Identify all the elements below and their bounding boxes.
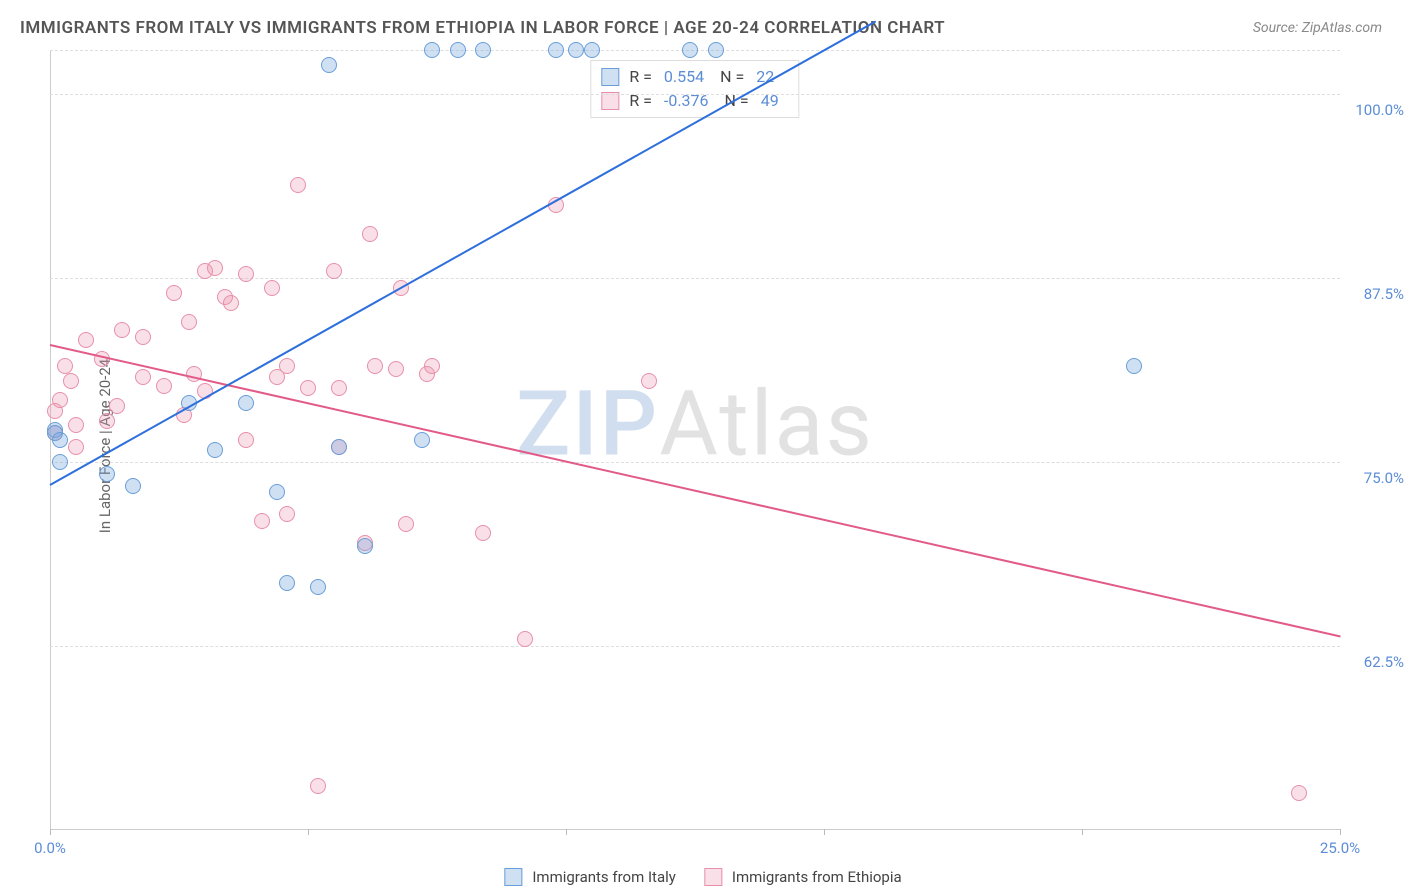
scatter-dot-a: [548, 42, 564, 58]
scatter-dot-b: [135, 329, 151, 345]
scatter-dot-b: [398, 516, 414, 532]
scatter-dot-b: [68, 417, 84, 433]
scatter-dot-b: [238, 266, 254, 282]
legend-row-series-b: R = -0.376 N = 49: [601, 89, 788, 113]
scatter-dot-a: [52, 432, 68, 448]
scatter-dot-a: [708, 42, 724, 58]
scatter-dot-b: [99, 413, 115, 429]
scatter-dot-b: [52, 392, 68, 408]
chart-title: IMMIGRANTS FROM ITALY VS IMMIGRANTS FROM…: [20, 18, 945, 38]
scatter-dot-b: [109, 398, 125, 414]
scatter-dot-b: [517, 631, 533, 647]
x-tick-label: 0.0%: [34, 839, 66, 857]
legend-n-value-b: 49: [761, 89, 779, 113]
scatter-dot-a: [568, 42, 584, 58]
scatter-dot-b: [475, 525, 491, 541]
scatter-dot-b: [264, 280, 280, 296]
scatter-dot-a: [321, 57, 337, 73]
watermark-atlas: Atlas: [659, 371, 874, 476]
y-tick-label: 75.0%: [1344, 469, 1404, 487]
x-tick-label: 25.0%: [1320, 839, 1360, 857]
x-tick: [50, 829, 51, 835]
scatter-dot-a: [450, 42, 466, 58]
legend-r-value-a: 0.554: [664, 65, 704, 89]
legend-swatch-b-bottom: [704, 868, 722, 886]
scatter-dot-b: [166, 285, 182, 301]
scatter-dot-b: [279, 506, 295, 522]
source-label: Source: ZipAtlas.com: [1253, 20, 1382, 36]
scatter-dot-b: [331, 380, 347, 396]
legend-r-value-b: -0.376: [664, 89, 709, 113]
scatter-dot-b: [78, 332, 94, 348]
trend-line-b: [50, 344, 1340, 637]
legend-item-a: Immigrants from Italy: [504, 868, 676, 886]
trend-line-a: [50, 21, 877, 486]
scatter-dot-a: [279, 575, 295, 591]
scatter-dot-b: [326, 263, 342, 279]
legend-label-b: Immigrants from Ethiopia: [732, 868, 902, 886]
legend-correlation: R = 0.554 N = 22 R = -0.376 N = 49: [590, 60, 799, 118]
gridline-h: [50, 462, 1340, 463]
scatter-dot-b: [300, 380, 316, 396]
scatter-dot-a: [414, 432, 430, 448]
scatter-dot-b: [135, 369, 151, 385]
scatter-dot-b: [68, 439, 84, 455]
plot-area: ZIPAtlas R = 0.554 N = 22 R = -0.376 N =…: [50, 50, 1340, 830]
scatter-dot-a: [52, 454, 68, 470]
scatter-dot-b: [388, 361, 404, 377]
scatter-dot-b: [310, 778, 326, 794]
scatter-dot-b: [207, 260, 223, 276]
x-tick: [824, 829, 825, 835]
gridline-h: [50, 646, 1340, 647]
scatter-dot-b: [238, 432, 254, 448]
scatter-dot-a: [125, 478, 141, 494]
legend-item-b: Immigrants from Ethiopia: [704, 868, 902, 886]
x-tick: [308, 829, 309, 835]
scatter-dot-b: [362, 226, 378, 242]
scatter-dot-b: [63, 373, 79, 389]
watermark-zip: ZIP: [516, 371, 659, 476]
scatter-dot-b: [279, 358, 295, 374]
scatter-dot-b: [57, 358, 73, 374]
y-tick-label: 62.5%: [1344, 653, 1404, 671]
scatter-dot-a: [331, 439, 347, 455]
scatter-dot-b: [181, 314, 197, 330]
scatter-dot-b: [641, 373, 657, 389]
x-tick: [1340, 829, 1341, 835]
scatter-dot-a: [99, 466, 115, 482]
scatter-dot-b: [254, 513, 270, 529]
scatter-dot-a: [357, 538, 373, 554]
y-tick-label: 100.0%: [1344, 101, 1404, 119]
x-tick: [1082, 829, 1083, 835]
legend-r-label: R =: [629, 65, 652, 89]
scatter-dot-b: [290, 177, 306, 193]
legend-n-label: N =: [720, 65, 744, 89]
y-tick-label: 87.5%: [1344, 285, 1404, 303]
scatter-dot-a: [1126, 358, 1142, 374]
scatter-dot-a: [424, 42, 440, 58]
scatter-dot-b: [1291, 785, 1307, 801]
scatter-dot-a: [310, 579, 326, 595]
scatter-dot-a: [269, 484, 285, 500]
legend-swatch-a: [601, 68, 619, 86]
legend-r-label: R =: [629, 89, 652, 113]
gridline-h: [50, 94, 1340, 95]
scatter-dot-a: [238, 395, 254, 411]
legend-swatch-a-bottom: [504, 868, 522, 886]
scatter-dot-b: [223, 295, 239, 311]
scatter-dot-a: [682, 42, 698, 58]
scatter-dot-b: [156, 378, 172, 394]
scatter-dot-a: [207, 442, 223, 458]
legend-label-a: Immigrants from Italy: [532, 868, 676, 886]
scatter-dot-b: [114, 322, 130, 338]
scatter-dot-a: [584, 42, 600, 58]
scatter-dot-a: [475, 42, 491, 58]
scatter-dot-b: [424, 358, 440, 374]
scatter-dot-b: [367, 358, 383, 374]
x-tick: [566, 829, 567, 835]
legend-bottom: Immigrants from Italy Immigrants from Et…: [504, 868, 901, 886]
